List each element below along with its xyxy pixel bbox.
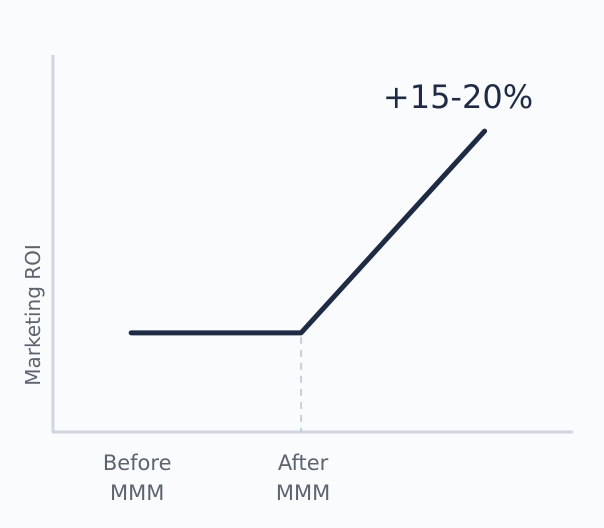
roi-line [128,128,488,336]
x-tick-label: After [278,451,329,475]
x-tick-label: Before [103,451,172,475]
y-axis-label: Marketing ROI [21,244,45,386]
x-tick-label: MMM [276,481,330,505]
x-tick-label: MMM [110,481,164,505]
annotation-label: +15-20% [383,78,533,116]
